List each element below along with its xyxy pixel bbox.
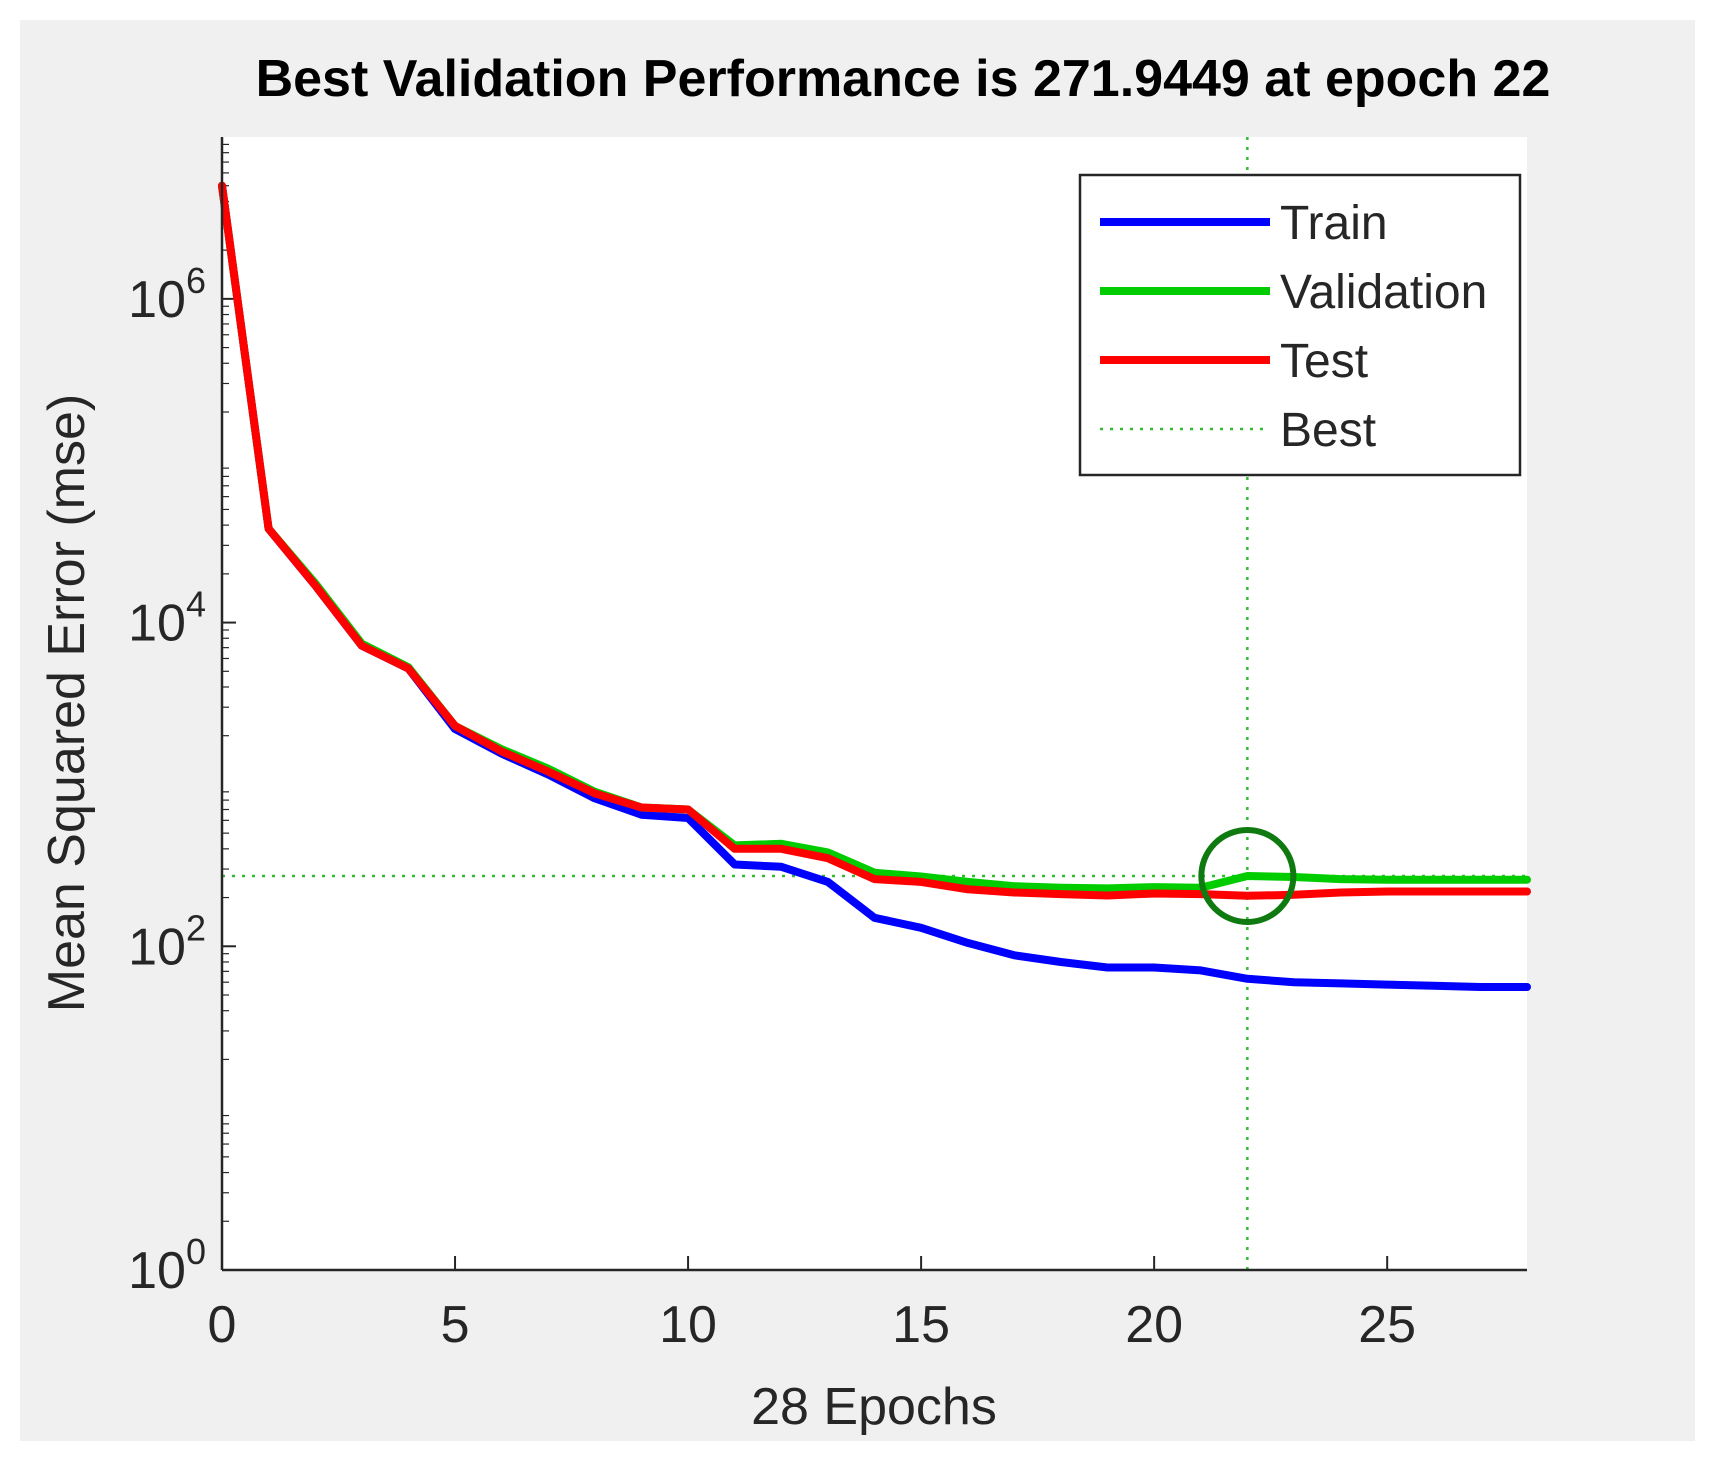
axis-ticks: 0 5 10 15 20 25 100 102 104 106 xyxy=(128,143,1416,1354)
legend-label-best: Best xyxy=(1280,404,1376,457)
series-line-test xyxy=(218,181,1531,900)
axes xyxy=(220,137,1527,1272)
legend-label-validation: Validation xyxy=(1280,266,1487,319)
legend-label-train: Train xyxy=(1280,197,1388,250)
y-tick-label: 104 xyxy=(128,584,206,653)
series-lines xyxy=(218,181,1531,991)
y-tick-label: 106 xyxy=(128,260,206,329)
legend: Train Validation Test Best xyxy=(1078,173,1522,477)
performance-chart: Best Validation Performance is 271.9449 … xyxy=(38,50,1551,1436)
y-tick-label: 100 xyxy=(128,1231,206,1300)
y-axis-label: Mean Squared Error (mse) xyxy=(38,394,96,1012)
y-tick-label: 102 xyxy=(128,907,206,976)
figure-window: Best Validation Performance is 271.9449 … xyxy=(20,20,1695,1441)
chart-title: Best Validation Performance is 271.9449 … xyxy=(256,50,1551,108)
x-tick-label: 25 xyxy=(1358,1296,1416,1354)
x-tick-label: 5 xyxy=(441,1296,470,1354)
x-tick-label: 15 xyxy=(892,1296,950,1354)
best-marker-group xyxy=(1198,826,1297,925)
x-tick-label: 0 xyxy=(208,1296,237,1354)
best-marker xyxy=(1198,826,1297,925)
x-axis-label: 28 Epochs xyxy=(751,1378,997,1436)
legend-label-test: Test xyxy=(1280,335,1368,388)
x-tick-label: 10 xyxy=(659,1296,717,1354)
x-tick-label: 20 xyxy=(1125,1296,1183,1354)
